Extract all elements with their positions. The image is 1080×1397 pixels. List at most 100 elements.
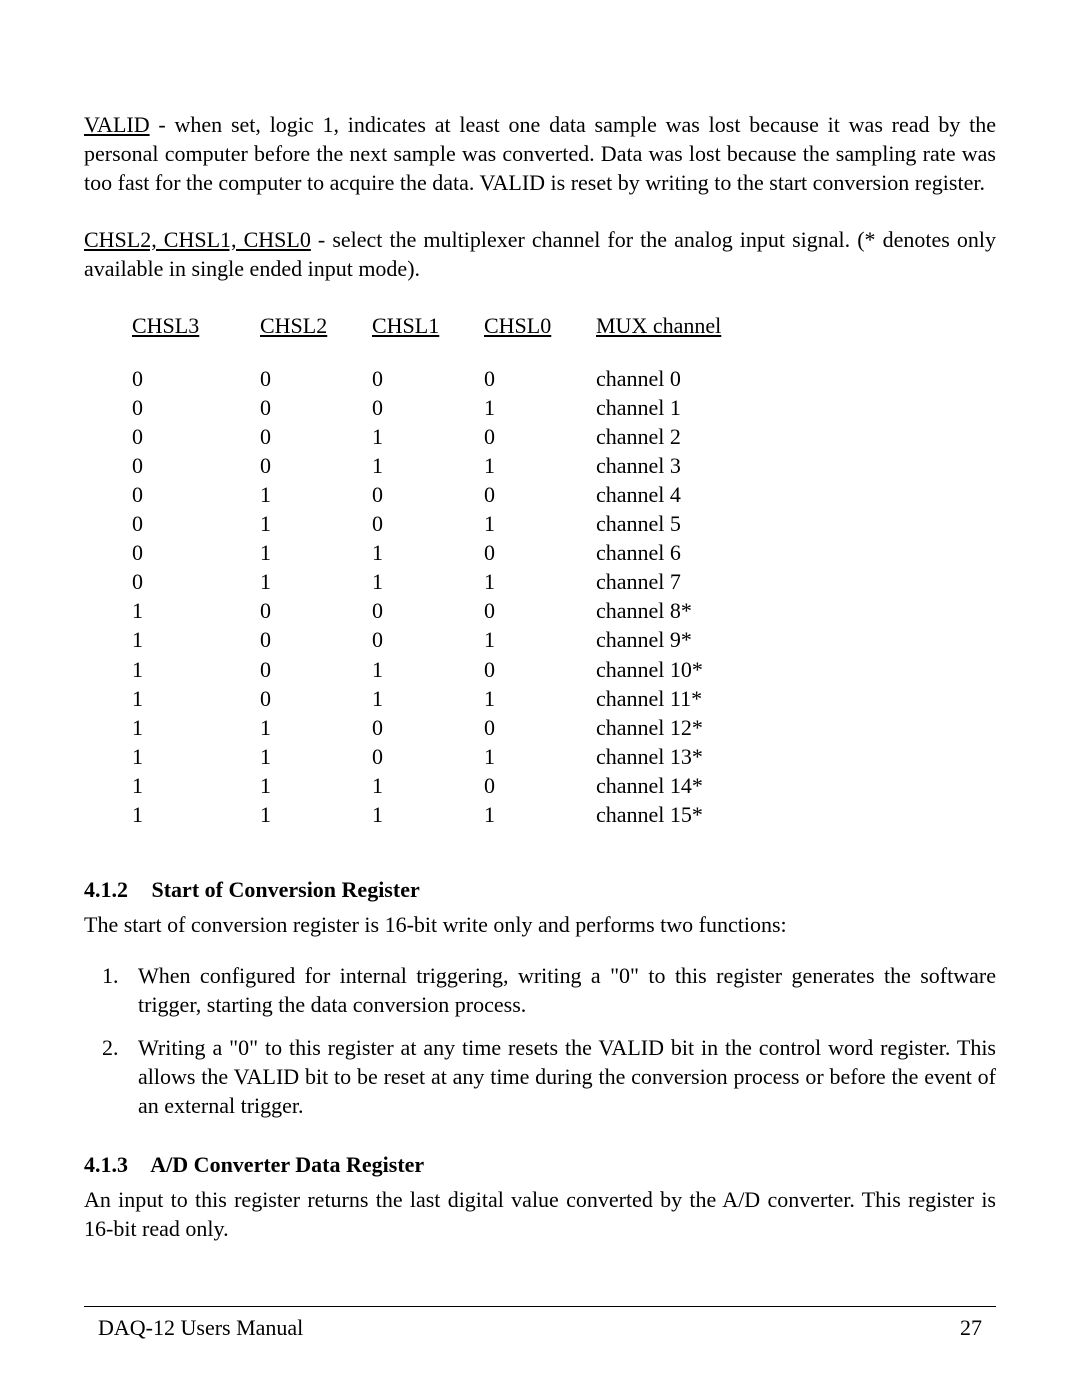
table-cell: 0 — [260, 596, 372, 625]
section-412-intro: The start of conversion register is 16-b… — [84, 910, 996, 939]
table-cell: 0 — [372, 393, 484, 422]
valid-label: VALID — [84, 112, 150, 137]
table-cell: 0 — [132, 567, 260, 596]
th-chsl2: CHSL2 — [260, 311, 372, 364]
footer-line: DAQ-12 Users Manual 27 — [84, 1315, 996, 1341]
table-cell: channel 10* — [596, 655, 721, 684]
table-cell: 0 — [132, 480, 260, 509]
table-cell: 1 — [132, 684, 260, 713]
table-cell: 0 — [260, 422, 372, 451]
table-cell: 1 — [132, 771, 260, 800]
table-cell: 0 — [484, 364, 596, 393]
table-cell: channel 8* — [596, 596, 721, 625]
table-row: 1100channel 12* — [132, 713, 721, 742]
table-cell: 0 — [260, 393, 372, 422]
table-cell: channel 0 — [596, 364, 721, 393]
table-cell: channel 9* — [596, 625, 721, 654]
table-cell: channel 6 — [596, 538, 721, 567]
table-row: 0000channel 0 — [132, 364, 721, 393]
table-row: 0010channel 2 — [132, 422, 721, 451]
table-cell: 0 — [260, 625, 372, 654]
table-cell: channel 15* — [596, 800, 721, 829]
table-cell: 0 — [372, 596, 484, 625]
table-cell: 0 — [260, 451, 372, 480]
table-cell: 0 — [484, 480, 596, 509]
table-cell: 0 — [132, 422, 260, 451]
table-cell: 1 — [260, 800, 372, 829]
table-cell: 0 — [132, 509, 260, 538]
table-row: 1000channel 8* — [132, 596, 721, 625]
table-cell: 0 — [372, 364, 484, 393]
table-cell: 1 — [260, 771, 372, 800]
table-cell: channel 14* — [596, 771, 721, 800]
table-cell: 0 — [372, 713, 484, 742]
table-cell: 0 — [484, 596, 596, 625]
table-row: 1111channel 15* — [132, 800, 721, 829]
table-cell: 1 — [260, 713, 372, 742]
table-cell: 0 — [372, 480, 484, 509]
table-row: 1110channel 14* — [132, 771, 721, 800]
table-cell: channel 11* — [596, 684, 721, 713]
table-cell: 1 — [260, 509, 372, 538]
footer-right: 27 — [960, 1315, 982, 1341]
table-row: 0011channel 3 — [132, 451, 721, 480]
table-cell: 1 — [372, 422, 484, 451]
table-cell: channel 3 — [596, 451, 721, 480]
th-chsl3: CHSL3 — [132, 311, 260, 364]
table-cell: 0 — [484, 713, 596, 742]
table-row: 1101channel 13* — [132, 742, 721, 771]
table-cell: 0 — [372, 509, 484, 538]
section-413-title: A/D Converter Data Register — [150, 1152, 424, 1177]
table-cell: 0 — [260, 364, 372, 393]
table-cell: 1 — [260, 538, 372, 567]
list-item: When configured for internal triggering,… — [124, 961, 996, 1019]
table-cell: 1 — [132, 713, 260, 742]
valid-text: - when set, logic 1, indicates at least … — [84, 112, 996, 195]
table-cell: channel 13* — [596, 742, 721, 771]
th-chsl1: CHSL1 — [372, 311, 484, 364]
table-cell: 1 — [260, 480, 372, 509]
list-item: Writing a "0" to this register at any ti… — [124, 1033, 996, 1120]
table-cell: 0 — [260, 655, 372, 684]
table-cell: 1 — [372, 655, 484, 684]
table-cell: 0 — [484, 655, 596, 684]
table-cell: 1 — [484, 625, 596, 654]
table-cell: 0 — [132, 393, 260, 422]
table-row: 0100channel 4 — [132, 480, 721, 509]
page-footer: DAQ-12 Users Manual 27 — [84, 1306, 996, 1341]
table-cell: 1 — [132, 596, 260, 625]
table-cell: 0 — [484, 538, 596, 567]
table-row: 0111channel 7 — [132, 567, 721, 596]
table-cell: 1 — [372, 451, 484, 480]
table-row: 0001channel 1 — [132, 393, 721, 422]
chsl-label: CHSL2, CHSL1, CHSL0 — [84, 227, 311, 252]
table-cell: 1 — [484, 451, 596, 480]
table-cell: 0 — [484, 422, 596, 451]
table-cell: 0 — [484, 771, 596, 800]
table-cell: 1 — [132, 655, 260, 684]
page: VALID - when set, logic 1, indicates at … — [0, 0, 1080, 1397]
section-412-heading: 4.1.2 Start of Conversion Register — [84, 875, 996, 904]
table-header-row: CHSL3 CHSL2 CHSL1 CHSL0 MUX channel — [132, 311, 721, 364]
th-mux: MUX channel — [596, 311, 721, 364]
table-cell: 0 — [372, 742, 484, 771]
valid-paragraph: VALID - when set, logic 1, indicates at … — [84, 110, 996, 197]
table-cell: 0 — [372, 625, 484, 654]
table-cell: 1 — [132, 625, 260, 654]
table-cell: channel 2 — [596, 422, 721, 451]
table-cell: 1 — [484, 509, 596, 538]
table-cell: 0 — [260, 684, 372, 713]
table-cell: channel 4 — [596, 480, 721, 509]
page-content: VALID - when set, logic 1, indicates at … — [84, 110, 996, 1243]
mux-channel-table: CHSL3 CHSL2 CHSL1 CHSL0 MUX channel 0000… — [132, 311, 721, 829]
table-cell: 1 — [484, 567, 596, 596]
table-cell: 1 — [484, 742, 596, 771]
section-413-number: 4.1.3 — [84, 1150, 146, 1179]
table-cell: channel 12* — [596, 713, 721, 742]
table-cell: 1 — [484, 393, 596, 422]
footer-rule — [84, 1306, 996, 1307]
table-row: 1010channel 10* — [132, 655, 721, 684]
table-cell: 1 — [372, 567, 484, 596]
table-cell: 1 — [372, 771, 484, 800]
table-cell: channel 5 — [596, 509, 721, 538]
